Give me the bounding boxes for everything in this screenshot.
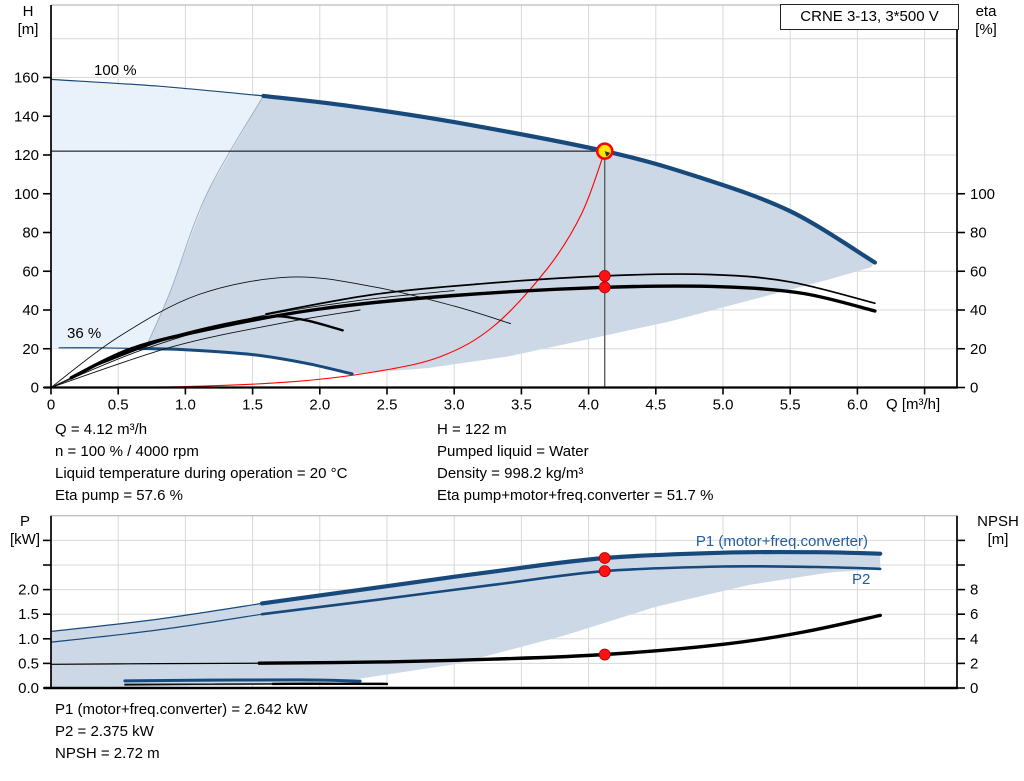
speed-100-label: 100 %	[94, 62, 137, 79]
pump-type-label: CRNE 3-13, 3*500 V	[800, 8, 939, 25]
eta-tick-label: 0	[970, 380, 978, 397]
result-density: Density = 998.2 kg/m³	[437, 465, 584, 482]
npsh-tick-label: 2	[970, 655, 978, 672]
h-tick-label: 80	[22, 225, 39, 242]
eta-tick-label: 60	[970, 263, 987, 280]
p-axis-title: P [kW]	[10, 513, 40, 548]
h-tick-label: 140	[14, 108, 39, 125]
pump-type-box: CRNE 3-13, 3*500 V	[780, 4, 959, 30]
npsh-point	[598, 648, 611, 661]
eta-axis-title: eta [%]	[975, 3, 997, 38]
p-tick-label: 1.0	[18, 631, 39, 648]
q-tick-label: 5.0	[713, 397, 734, 414]
result-h: H = 122 m	[437, 421, 507, 438]
q-tick-label: 1.0	[175, 397, 196, 414]
eta-arc-3	[50, 309, 361, 388]
q-tick-label: 2.5	[377, 397, 398, 414]
result-liquid-temp: Liquid temperature during operation = 20…	[55, 465, 348, 482]
eta-tick-label: 100	[970, 186, 995, 203]
eta-total-curve	[69, 284, 877, 380]
power-envelope	[51, 552, 881, 687]
q-tick-label: 0	[47, 397, 55, 414]
result-p2: P2 = 2.375 kW	[55, 723, 154, 740]
q-tick-label: 4.0	[578, 397, 599, 414]
npsh-tick-label: 4	[970, 631, 978, 648]
npsh-tick-label: 8	[970, 582, 978, 599]
npsh-tick-label: 0	[970, 680, 978, 697]
eta-tick-label: 80	[970, 225, 987, 242]
q-tick-label: 2.0	[309, 397, 330, 414]
q-tick-label: 5.5	[780, 397, 801, 414]
h-axis-title: H [m]	[17, 3, 39, 38]
eta-tick-label: 40	[970, 302, 987, 319]
envelope-boundary	[144, 95, 264, 350]
q-tick-label: 3.0	[444, 397, 465, 414]
eta-pump-point	[598, 269, 611, 282]
envelope-dark	[145, 95, 875, 374]
q-axis-title: Q [m³/h]	[886, 396, 941, 413]
result-npsh: NPSH = 2.72 m	[55, 745, 160, 762]
result-n: n = 100 % / 4000 rpm	[55, 443, 199, 460]
npsh-curve	[257, 613, 882, 665]
q-tick-label: 3.5	[511, 397, 532, 414]
min-speed-p1-curve	[123, 678, 362, 683]
eta-tick-label: 20	[970, 341, 987, 358]
p-tick-label: 0.0	[18, 680, 39, 697]
p1-curve-lead	[50, 602, 263, 632]
result-q: Q = 4.12 m³/h	[55, 421, 148, 438]
min-speed-curve-lead	[58, 347, 133, 349]
h-tick-label: 100	[14, 186, 39, 203]
p2-curve-lead	[50, 613, 263, 643]
result-pumped-liquid: Pumped liquid = Water	[437, 443, 589, 460]
h-tick-label: 0	[31, 380, 39, 397]
envelope-light	[51, 79, 264, 349]
result-block-bottom: P1 (motor+freq.converter) = 2.642 kW P2 …	[55, 699, 308, 765]
eta-total-point	[598, 281, 611, 294]
result-eta-pump: Eta pump = 57.6 %	[55, 487, 183, 504]
h-tick-label: 120	[14, 147, 39, 164]
speed-36-label: 36 %	[67, 325, 102, 342]
result-block-right: H = 122 m Pumped liquid = Water Density …	[437, 419, 713, 507]
p-tick-label: 1.5	[18, 606, 39, 623]
p2-point	[598, 565, 611, 578]
result-eta-total: Eta pump+motor+freq.converter = 51.7 %	[437, 487, 714, 504]
result-p1: P1 (motor+freq.converter) = 2.642 kW	[55, 701, 308, 718]
q-tick-label: 0.5	[108, 397, 129, 414]
h-tick-label: 160	[14, 70, 39, 87]
p-tick-label: 2.0	[18, 582, 39, 599]
p1-curve-label: P1 (motor+freq.converter)	[695, 533, 868, 550]
p2-curve-label: P2	[852, 571, 871, 588]
p-tick-label: 0.5	[18, 655, 39, 672]
h-tick-label: 60	[22, 263, 39, 280]
h-tick-label: 40	[22, 302, 39, 319]
q-tick-label: 4.5	[645, 397, 666, 414]
h-tick-label: 20	[22, 341, 39, 358]
npsh-axis-title: NPSH [m]	[977, 513, 1019, 548]
pump-curve-lead	[50, 78, 264, 97]
q-tick-label: 1.5	[242, 397, 263, 414]
duty-point-wedge	[604, 151, 610, 157]
npsh-curve-lead	[50, 662, 260, 665]
result-block-left: Q = 4.12 m³/h n = 100 % / 4000 rpm Liqui…	[55, 419, 347, 507]
min-speed-curve	[130, 346, 354, 376]
system-curve	[50, 150, 606, 389]
q-tick-label: 6.0	[847, 397, 868, 414]
p1-curve	[259, 549, 883, 606]
p1-point	[598, 552, 611, 564]
eta-arc-1	[50, 276, 512, 388]
npsh-tick-label: 6	[970, 606, 978, 623]
p2-curve	[260, 564, 882, 616]
